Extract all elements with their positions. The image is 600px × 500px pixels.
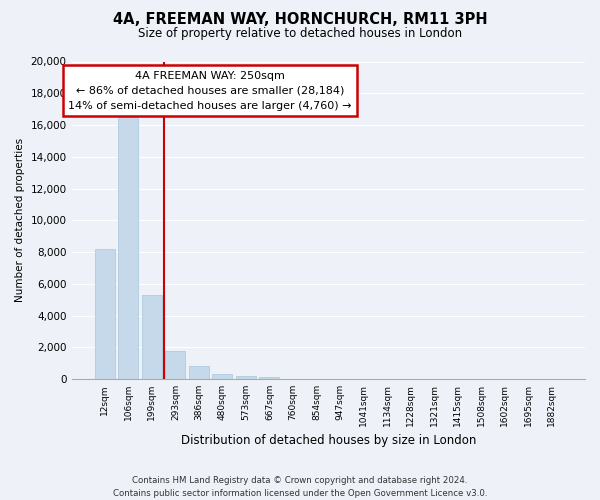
X-axis label: Distribution of detached houses by size in London: Distribution of detached houses by size … [181,434,476,448]
Bar [166,350,185,379]
Text: 4A, FREEMAN WAY, HORNCHURCH, RM11 3PH: 4A, FREEMAN WAY, HORNCHURCH, RM11 3PH [113,12,487,28]
Text: Contains HM Land Registry data © Crown copyright and database right 2024.
Contai: Contains HM Land Registry data © Crown c… [113,476,487,498]
Text: Size of property relative to detached houses in London: Size of property relative to detached ho… [138,28,462,40]
Y-axis label: Number of detached properties: Number of detached properties [15,138,25,302]
Bar [236,376,256,379]
Bar [118,117,139,379]
Bar [212,374,232,379]
Bar [189,366,209,379]
Bar [259,377,280,379]
Bar [95,249,115,379]
Text: 4A FREEMAN WAY: 250sqm
← 86% of detached houses are smaller (28,184)
14% of semi: 4A FREEMAN WAY: 250sqm ← 86% of detached… [68,71,352,110]
Bar [142,295,162,379]
